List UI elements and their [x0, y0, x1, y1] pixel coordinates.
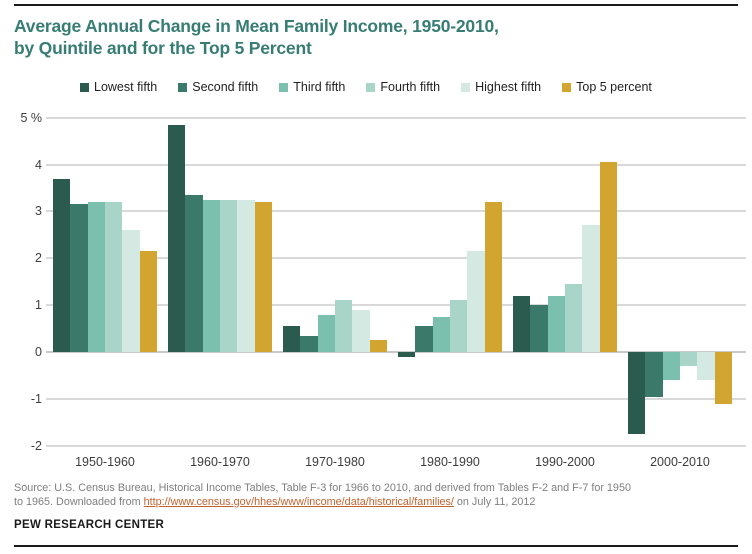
bar-1990-2000-highest-fifth [582, 225, 600, 352]
bar-1990-2000-third-fifth [547, 295, 566, 352]
x-axis-category-label: 1990-2000 [535, 455, 595, 469]
legend-swatch-icon [562, 82, 572, 92]
chart-title-line1: Average Annual Change in Mean Family Inc… [14, 16, 499, 36]
bar-1960-1970-second-fifth [185, 195, 203, 352]
bar-1990-2000-top-5-percent [599, 162, 618, 352]
legend-item-fourth-fifth: Fourth fifth [366, 80, 440, 94]
source-note: Source: U.S. Census Bureau, Historical I… [14, 482, 631, 509]
legend-label: Highest fifth [475, 80, 542, 94]
bar-1980-1990-top-5-percent [484, 202, 503, 352]
gridline [46, 116, 746, 119]
y-axis-tick-label: 3 [35, 204, 42, 219]
x-axis-category-label: 1950-1960 [75, 455, 135, 469]
bar-1960-1970-top-5-percent [254, 202, 273, 352]
bar-1970-1980-second-fifth [300, 335, 318, 352]
x-axis-category-label: 2000-2010 [650, 455, 710, 469]
legend-item-highest-fifth: Highest fifth [461, 80, 541, 94]
bar-1970-1980-fourth-fifth [334, 300, 353, 352]
bar-1970-1980-highest-fifth [352, 309, 370, 352]
bar-1960-1970-lowest-fifth [168, 124, 186, 352]
x-axis-category-label: 1970-1980 [305, 455, 365, 469]
bar-2000-2010-third-fifth [662, 352, 681, 381]
bar-1970-1980-top-5-percent [369, 340, 388, 352]
source-line2-prefix: to 1965. Downloaded from [14, 495, 144, 508]
top-rule [14, 4, 738, 6]
chart-title: Average Annual Change in Mean Family Inc… [14, 16, 499, 59]
bar-1980-1990-fourth-fifth [449, 300, 468, 352]
y-axis-tick-label: -1 [30, 391, 42, 406]
bar-1960-1970-highest-fifth [237, 199, 255, 352]
legend-item-lowest-fifth: Lowest fifth [80, 80, 157, 94]
gridline [46, 210, 746, 213]
legend-item-second-fifth: Second fifth [178, 80, 258, 94]
x-axis-category-label: 1960-1970 [190, 455, 250, 469]
legend-label: Second fifth [192, 80, 259, 94]
legend-item-third-fifth: Third fifth [279, 80, 345, 94]
bar-1980-1990-highest-fifth [467, 251, 485, 352]
gridline [46, 163, 746, 166]
legend-swatch-icon [366, 82, 376, 92]
bar-1970-1980-third-fifth [317, 314, 336, 352]
source-line1: Source: U.S. Census Bureau, Historical I… [14, 482, 631, 494]
zero-gridline [46, 351, 746, 353]
legend-item-top-5-percent: Top 5 percent [562, 80, 652, 94]
gridline [46, 257, 746, 260]
bar-1990-2000-second-fifth [530, 305, 548, 352]
legend-swatch-icon [279, 82, 289, 92]
legend-label: Third fifth [293, 80, 346, 94]
y-axis-tick-label: 1 [35, 298, 42, 313]
bar-1950-1960-highest-fifth [122, 230, 140, 352]
source-line2-suffix: on July 11, 2012 [453, 495, 536, 508]
legend-swatch-icon [461, 82, 471, 92]
bottom-rule [14, 545, 738, 547]
bar-2000-2010-second-fifth [645, 352, 663, 397]
y-axis-tick-label: 4 [35, 157, 42, 172]
gridline [46, 397, 746, 400]
bar-1950-1960-fourth-fifth [104, 202, 123, 352]
bar-1950-1960-third-fifth [87, 202, 106, 352]
bar-2000-2010-top-5-percent [714, 352, 733, 404]
y-axis-tick-label: 0 [35, 345, 42, 359]
bar-1980-1990-lowest-fifth [398, 352, 416, 357]
bar-1990-2000-lowest-fifth [513, 295, 531, 352]
legend-label: Lowest fifth [94, 80, 158, 94]
chart-legend: Lowest fifth Second fifth Third fifth Fourt… [80, 80, 652, 94]
bar-1960-1970-fourth-fifth [219, 199, 238, 352]
source-line2: to 1965. Downloaded from http://www.cens… [14, 496, 631, 510]
y-axis-tick-label: 5 % [20, 110, 42, 125]
bar-2000-2010-fourth-fifth [679, 352, 698, 367]
bar-1970-1980-lowest-fifth [283, 326, 301, 352]
bar-1990-2000-fourth-fifth [564, 284, 583, 352]
bar-1950-1960-second-fifth [70, 204, 88, 352]
bar-1980-1990-second-fifth [415, 326, 433, 352]
bar-2000-2010-lowest-fifth [628, 352, 646, 434]
gridline [46, 444, 746, 447]
y-axis-tick-label: -2 [30, 438, 42, 453]
x-axis-category-label: 1980-1990 [420, 455, 480, 469]
gridline [46, 304, 746, 307]
bar-chart-plot: 5 % 4 3 2 1 0 -1 -2 1950-1960 1960-1970 1970-1980 1… [20, 110, 746, 469]
legend-swatch-icon [178, 82, 188, 92]
legend-swatch-icon [80, 82, 89, 92]
bar-2000-2010-highest-fifth [697, 352, 715, 381]
census-data-link[interactable]: http://www.census.gov/hhes/www/income/da… [143, 495, 454, 508]
pew-research-center-wordmark: PEW RESEARCH CENTER [14, 519, 165, 531]
bar-1950-1960-top-5-percent [139, 251, 158, 352]
legend-label: Top 5 percent [576, 80, 652, 94]
legend-label: Fourth fifth [380, 80, 441, 94]
bar-1980-1990-third-fifth [432, 316, 451, 352]
bar-1960-1970-third-fifth [202, 199, 221, 352]
bar-1950-1960-lowest-fifth [53, 178, 71, 352]
y-axis-tick-label: 2 [35, 251, 42, 266]
chart-title-line2: by Quintile and for the Top 5 Percent [14, 37, 312, 58]
